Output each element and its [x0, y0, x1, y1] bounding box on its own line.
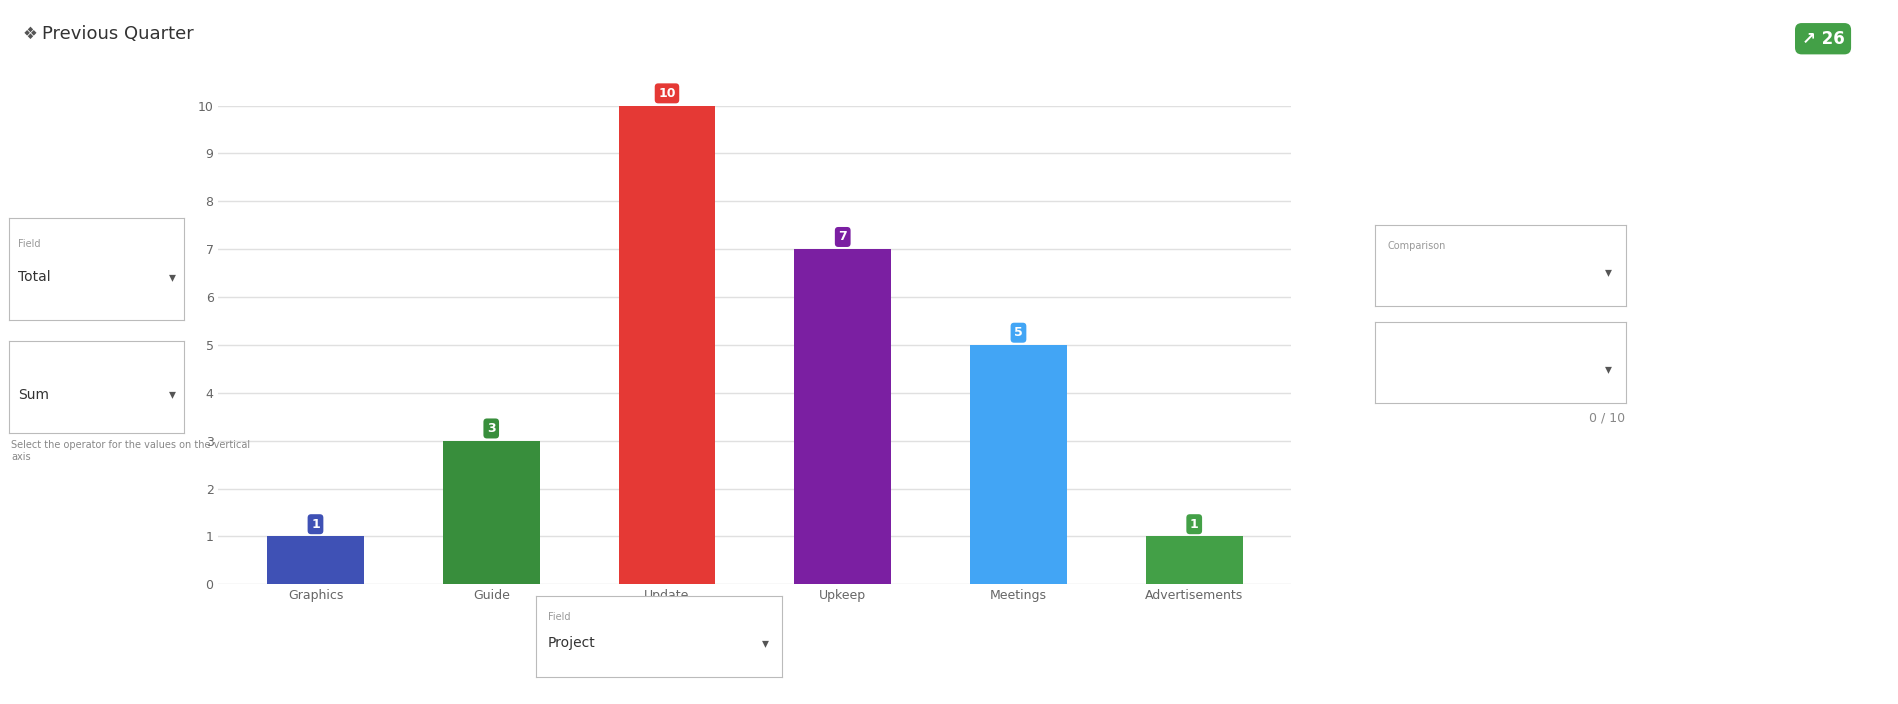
- Bar: [970, 345, 1067, 584]
- Text: 1: 1: [1190, 517, 1198, 531]
- Text: 1: 1: [311, 517, 319, 531]
- Bar: [442, 441, 539, 584]
- Text: Comparison: Comparison: [1387, 241, 1444, 251]
- Text: Select the operator for the values on the vertical
axis: Select the operator for the values on th…: [11, 440, 251, 462]
- Text: ▾: ▾: [1604, 362, 1611, 376]
- Text: ▾: ▾: [1604, 265, 1611, 279]
- Text: ▾: ▾: [761, 636, 769, 650]
- Text: Project: Project: [547, 636, 596, 650]
- Text: 3: 3: [486, 422, 495, 435]
- Text: 5: 5: [1014, 326, 1023, 339]
- Bar: [619, 106, 716, 584]
- Text: ▾: ▾: [169, 387, 175, 401]
- Text: Total: Total: [19, 270, 51, 284]
- Text: ▾: ▾: [169, 270, 175, 284]
- Bar: [268, 536, 364, 584]
- Text: ↗ 26: ↗ 26: [1801, 30, 1843, 48]
- Bar: [1144, 536, 1241, 584]
- Text: 10: 10: [659, 87, 676, 100]
- Text: Field: Field: [547, 612, 569, 622]
- Bar: [793, 249, 890, 584]
- Text: ❖: ❖: [23, 25, 38, 43]
- Text: Field: Field: [19, 239, 40, 249]
- Text: Previous Quarter: Previous Quarter: [42, 25, 194, 43]
- Text: 7: 7: [837, 230, 847, 244]
- Text: 0 / 10: 0 / 10: [1589, 412, 1625, 425]
- Text: Sum: Sum: [19, 387, 49, 401]
